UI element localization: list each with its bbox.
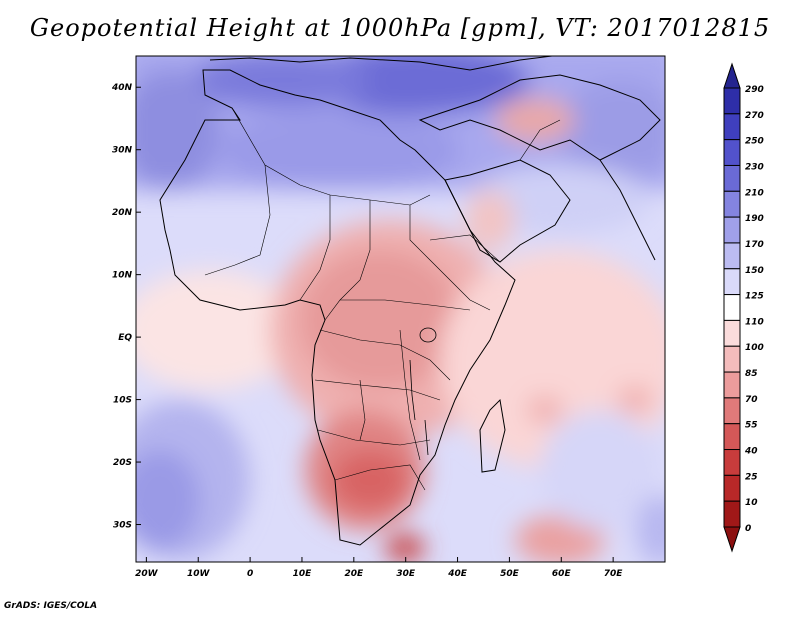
colorbar-segment xyxy=(723,397,741,425)
lakes xyxy=(409,327,437,456)
x-tick-label: 70E xyxy=(604,569,624,579)
y-tick-label: 30N xyxy=(112,146,133,156)
colorbar-label: 230 xyxy=(745,162,764,172)
colorbar-segment xyxy=(723,113,741,141)
y-tick-label: 10N xyxy=(112,271,133,281)
colorbar-label: 125 xyxy=(745,292,764,302)
colorbar-segment xyxy=(723,294,741,321)
colorbar-top-triangle xyxy=(723,62,741,89)
x-tick-label: 0 xyxy=(247,569,253,579)
height-field xyxy=(136,56,665,562)
x-tick-label: 20W xyxy=(135,569,159,579)
y-tick-label: 10S xyxy=(113,396,132,406)
y-tick-label: 30S xyxy=(113,521,132,531)
colorbar-label: 85 xyxy=(745,369,758,379)
x-tick-label: 20E xyxy=(344,569,364,579)
y-tick-label: 20S xyxy=(113,458,132,468)
colorbar-bottom-triangle xyxy=(723,526,741,553)
y-axis: 40N 30N 20N 10N EQ 10S 20S 30S xyxy=(111,83,141,531)
colorbar-label: 110 xyxy=(745,317,764,327)
colorbar-segment xyxy=(723,423,741,451)
colorbar: 2902702502302101901701501251101008570554… xyxy=(723,62,764,553)
colorbar-segment xyxy=(723,190,741,218)
map-title: Geopotential Height at 1000hPa [gpm], VT… xyxy=(29,14,771,42)
country-borders xyxy=(204,107,561,491)
colorbar-segment xyxy=(723,164,741,192)
colorbar-segment xyxy=(723,371,741,399)
colorbar-segment xyxy=(723,474,741,502)
colorbar-label: 290 xyxy=(745,85,764,95)
colorbar-label: 190 xyxy=(745,214,764,224)
colorbar-segment xyxy=(723,268,741,296)
colorbar-label: 210 xyxy=(745,188,764,198)
x-axis: 20W 10W 0 10E 20E 30E 40E 50E 60E 70E xyxy=(135,557,623,579)
colorbar-label: 250 xyxy=(745,137,764,147)
colorbar-segment xyxy=(723,345,741,373)
coastlines xyxy=(159,56,661,546)
colorbar-segment xyxy=(723,319,741,347)
colorbar-segment xyxy=(723,500,741,528)
colorbar-label: 170 xyxy=(745,240,764,250)
y-tick-label: EQ xyxy=(118,333,132,343)
colorbar-segment xyxy=(723,242,741,270)
colorbar-label: 0 xyxy=(745,524,751,534)
colorbar-label: 40 xyxy=(744,447,758,457)
plot-frame xyxy=(135,55,666,563)
y-tick-label: 40N xyxy=(111,83,133,93)
colorbar-label: 70 xyxy=(745,395,758,405)
colorbar-label: 55 xyxy=(745,421,758,431)
colorbar-label: 25 xyxy=(745,472,758,482)
x-tick-label: 50E xyxy=(500,569,520,579)
y-tick-label: 20N xyxy=(112,208,133,218)
x-tick-label: 60E xyxy=(552,569,572,579)
colorbar-label: 270 xyxy=(745,111,764,121)
colorbar-label: 150 xyxy=(745,266,764,276)
grads-credit: GrADS: IGES/COLA xyxy=(4,601,98,611)
colorbar-segment xyxy=(723,216,741,244)
x-tick-label: 10E xyxy=(293,569,313,579)
colorbar-segment xyxy=(723,87,741,115)
x-tick-label: 10W xyxy=(187,569,211,579)
x-tick-label: 40E xyxy=(447,569,468,579)
colorbar-segment xyxy=(723,139,741,166)
x-tick-label: 30E xyxy=(396,569,416,579)
colorbar-label: 100 xyxy=(745,343,764,353)
colorbar-label: 10 xyxy=(745,498,758,508)
colorbar-segment xyxy=(723,449,741,476)
